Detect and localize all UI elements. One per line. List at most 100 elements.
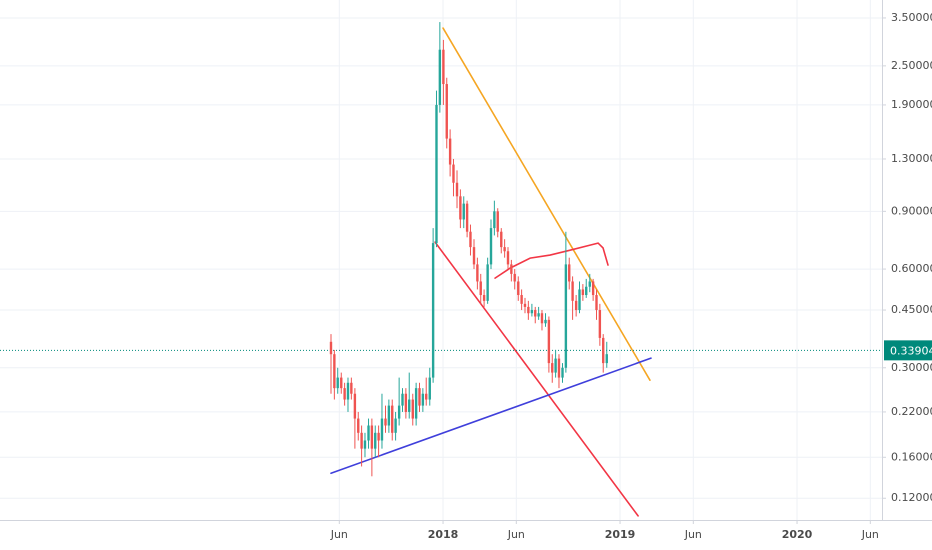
candle-body: [346, 382, 350, 400]
candle-body: [486, 264, 489, 301]
candle-body: [421, 393, 425, 406]
grid: [0, 0, 882, 520]
candle-body: [404, 393, 408, 412]
candle-body: [459, 196, 462, 220]
candle-body: [425, 393, 428, 400]
candle-body: [574, 300, 578, 311]
candle-body: [506, 251, 510, 265]
candle-body: [435, 104, 438, 244]
y-tick-label: 1.30000: [891, 152, 932, 165]
candle-body: [479, 281, 482, 296]
candle-body: [568, 264, 571, 282]
y-tick-label: 0.22000: [891, 405, 932, 418]
candle-body: [418, 388, 421, 406]
candle-body: [363, 440, 367, 449]
candle-body: [343, 388, 346, 400]
candle-body: [523, 303, 527, 307]
moving-average: [494, 242, 609, 279]
candle-body: [537, 313, 540, 317]
x-tick-label: Jun: [330, 528, 348, 541]
candle-body: [500, 231, 503, 248]
y-tick-label: 1.90000: [891, 98, 932, 111]
candle-body: [540, 313, 544, 324]
candle-body: [561, 367, 564, 378]
candles: [329, 22, 608, 477]
candle-body: [428, 377, 431, 400]
x-tick-label: Jun: [507, 528, 525, 541]
axes: 3.50000 2.50000 1.90000 1.30000 0.90000 0.600…: [330, 11, 932, 541]
candle-body: [513, 273, 516, 282]
candle-body: [414, 388, 418, 419]
candle-body: [455, 182, 459, 197]
last-price-badge: [884, 340, 932, 361]
candle-body: [578, 289, 581, 311]
candle-body: [489, 228, 493, 265]
candle-body: [353, 393, 357, 419]
x-tick-label: 2020: [782, 528, 813, 541]
candle-body: [530, 310, 534, 314]
trend-line: [442, 27, 651, 381]
candle-body: [472, 247, 476, 265]
candle-body: [462, 203, 465, 220]
candle-body: [564, 264, 568, 368]
candle-body: [374, 432, 377, 449]
candle-body: [336, 377, 339, 389]
candle-body: [547, 319, 551, 364]
candle-body: [408, 399, 411, 412]
candle-body: [605, 354, 608, 364]
y-tick-label: 3.50000: [891, 11, 932, 24]
y-tick-label: 0.12000: [891, 491, 932, 504]
candle-body: [571, 281, 574, 301]
x-tick-label: Jun: [684, 528, 702, 541]
candle-body: [602, 337, 605, 364]
candle-body: [585, 286, 588, 296]
candle-body: [391, 405, 394, 433]
candle-body: [465, 203, 469, 232]
candle-body: [503, 247, 506, 252]
candle-body: [517, 281, 520, 296]
candle-body: [438, 49, 442, 105]
candle-body: [397, 405, 401, 419]
candle-body: [581, 289, 585, 296]
candle-body: [482, 295, 486, 301]
candle-body: [333, 354, 336, 389]
candle-body: [377, 432, 380, 441]
y-tick-label: 0.60000: [891, 262, 932, 275]
candle-body: [340, 377, 343, 389]
candle-body: [452, 164, 455, 183]
candle-body: [595, 295, 598, 311]
candle-body: [527, 306, 530, 314]
candle-body: [448, 138, 452, 165]
candle-body: [469, 231, 472, 248]
y-tick-label: 0.45000: [891, 303, 932, 316]
candle-body: [534, 310, 537, 317]
candle-body: [380, 418, 384, 441]
candle-body: [360, 432, 363, 449]
x-tick-label: 2018: [428, 528, 459, 541]
candle-body: [442, 49, 445, 85]
candle-body: [591, 281, 595, 296]
y-tick-label: 0.16000: [891, 450, 932, 463]
candle-body: [544, 319, 547, 324]
candle-body: [394, 418, 397, 433]
y-tick-label: 2.50000: [891, 59, 932, 72]
drawings: [0, 27, 882, 517]
candle-body: [496, 211, 499, 232]
trend-line: [330, 357, 652, 475]
last-price-label: 0.33904: [890, 344, 932, 357]
candle-body: [520, 295, 523, 304]
candle-body: [431, 243, 435, 378]
y-tick-label: 0.90000: [891, 204, 932, 217]
candle-body: [401, 393, 404, 406]
candle-body: [370, 425, 374, 449]
candle-body: [588, 281, 591, 287]
candle-body: [350, 382, 353, 394]
candle-body: [554, 358, 557, 373]
candle-body: [411, 399, 414, 419]
candle-body: [598, 310, 602, 338]
candle-body: [367, 425, 370, 441]
candle-body: [510, 264, 513, 274]
candle-body: [493, 211, 496, 229]
